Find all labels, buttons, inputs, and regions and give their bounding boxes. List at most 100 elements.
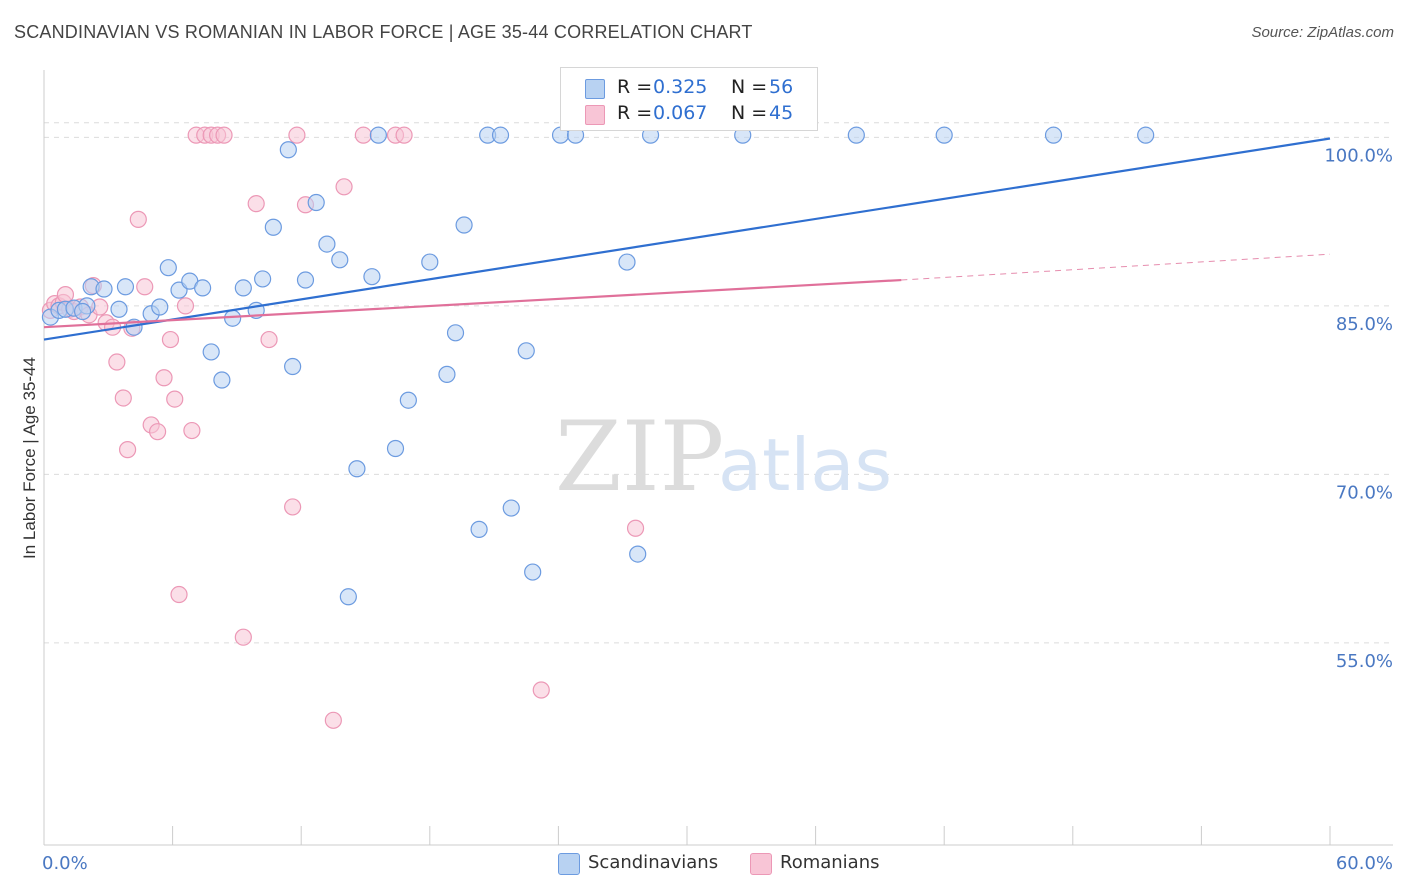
y-axis-label: In Labor Force | Age 35-44 xyxy=(20,357,39,559)
scandinavians-point xyxy=(234,279,252,297)
scandinavians-point xyxy=(116,278,135,296)
romanians-point xyxy=(166,390,184,408)
legend-swatch-blue xyxy=(585,79,605,99)
romanians-point xyxy=(108,353,126,371)
scandinavians-trend-line xyxy=(43,137,1331,341)
scandinavians-point xyxy=(524,563,542,581)
y-tick-labels: 55.0% 70.0% 85.0% 100.0% xyxy=(1324,145,1393,671)
legend-swatch-pink xyxy=(585,105,605,125)
romanians-trend-line xyxy=(43,278,902,329)
scandinavians-point xyxy=(264,218,282,236)
scandinavians-point xyxy=(213,371,231,389)
scandinavians-point xyxy=(455,216,473,234)
scandinavians-point xyxy=(446,324,465,342)
romanians-point xyxy=(354,126,372,144)
scandinavians-point xyxy=(1137,126,1155,144)
scandinavians-point xyxy=(318,235,336,253)
romanians-point xyxy=(176,297,195,315)
x-tick-max: 60.0% xyxy=(1336,853,1393,874)
chart-title: SCANDINAVIAN VS ROMANIAN IN LABOR FORCE … xyxy=(14,22,753,42)
scandinavians-point xyxy=(331,251,349,269)
legend-r-value: 0.067 xyxy=(653,102,708,124)
grid xyxy=(44,122,1393,644)
scandinavians-point xyxy=(194,279,212,297)
scandinavians-point xyxy=(386,439,405,458)
romanians-point xyxy=(260,330,278,349)
scandinavians-point xyxy=(491,126,510,144)
scandinavians-point xyxy=(95,280,113,298)
legend-r-value: 0.325 xyxy=(653,76,708,98)
romanians-point xyxy=(284,498,302,516)
scandinavians-point xyxy=(629,545,647,563)
scandinavians-point xyxy=(279,141,297,159)
legend-n-value: 45 xyxy=(769,102,794,124)
scandinavians-point xyxy=(348,460,366,478)
romanians-point xyxy=(183,421,201,440)
romanians-point xyxy=(136,278,154,296)
romanians-point xyxy=(626,519,645,537)
scandinavians-point xyxy=(502,499,520,517)
romanians-point xyxy=(114,389,132,407)
romanians-point xyxy=(148,423,167,441)
scandinavians-point xyxy=(159,259,177,277)
legend-r-label: R = xyxy=(617,76,653,98)
scandinavians-point xyxy=(421,253,439,271)
scandinavians-point xyxy=(73,302,92,321)
scandinavians-point xyxy=(151,298,169,316)
legend-label: Romanians xyxy=(780,852,880,873)
scandinavians-point xyxy=(254,270,272,288)
scandinavians-point xyxy=(847,126,865,144)
legend-r-label: R = xyxy=(617,102,653,124)
y-tick-label: 100.0% xyxy=(1324,145,1393,166)
romanians-point xyxy=(532,681,550,699)
romanians-point xyxy=(170,585,188,604)
romanians-point xyxy=(215,126,233,144)
legend-swatch-pink xyxy=(750,853,772,875)
x-tick-min: 0.0% xyxy=(42,853,88,874)
y-tick-label: 70.0% xyxy=(1336,482,1393,503)
scandinavians-point xyxy=(935,126,953,144)
romanians-trend-line-dashed xyxy=(901,253,1331,281)
legend-n-label: N = xyxy=(731,76,768,98)
scandinavians-point xyxy=(438,365,456,383)
y-tick-label: 85.0% xyxy=(1336,314,1393,335)
scandinavians-point xyxy=(339,588,357,606)
romanians-point xyxy=(324,711,342,729)
scandinavians-point xyxy=(202,343,220,361)
source-label: Source: ZipAtlas.com xyxy=(1251,24,1394,41)
legend-swatch-blue xyxy=(558,853,580,875)
legend-n-label: N = xyxy=(731,102,768,124)
romanians-point xyxy=(234,628,252,646)
romanians-point xyxy=(129,210,147,228)
romanians-point xyxy=(118,441,137,459)
watermark: ZIP atlas xyxy=(555,401,892,513)
trend-lines xyxy=(43,137,1331,341)
scandinavians-point xyxy=(470,520,488,538)
romanians-point xyxy=(335,178,353,196)
scandinavians-point xyxy=(110,300,128,318)
stats-legend: R = 0.325 N = 56 R = 0.067 N = 45 xyxy=(560,67,818,131)
romanians-point xyxy=(155,369,173,387)
legend-label: Scandinavians xyxy=(588,852,719,873)
axes xyxy=(43,70,1393,846)
scandinavians-point xyxy=(363,268,381,286)
scandinavians-point xyxy=(307,193,325,212)
romanians-point xyxy=(161,330,180,349)
scandinavians-point xyxy=(296,271,315,289)
scandinavians-point xyxy=(618,253,636,271)
watermark-zip: ZIP xyxy=(555,401,724,513)
legend-n-value: 56 xyxy=(769,76,794,98)
scandinavians-points xyxy=(41,126,1155,606)
romanians-point xyxy=(395,126,413,144)
romanians-point xyxy=(288,126,306,144)
scandinavians-point xyxy=(369,126,387,144)
romanians-points xyxy=(41,126,645,729)
y-tick-label: 55.0% xyxy=(1336,651,1393,672)
scandinavians-point xyxy=(284,357,302,376)
scandinavians-point xyxy=(399,391,417,409)
scandinavians-point xyxy=(517,342,535,360)
scandinavians-point xyxy=(1044,126,1063,144)
watermark-atlas: atlas xyxy=(718,423,892,507)
romanians-point xyxy=(247,195,265,213)
